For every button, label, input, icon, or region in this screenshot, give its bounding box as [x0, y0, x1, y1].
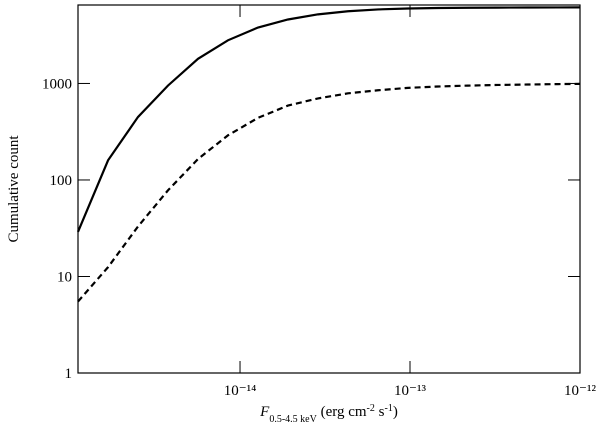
y-tick-label: 10: [57, 269, 72, 285]
x-axis-label: F0.5-4.5 keV (erg cm-2 s-1): [259, 403, 398, 425]
y-tick-label: 1000: [42, 76, 72, 92]
x-axis-label-part: F: [259, 404, 270, 420]
y-axis-label: Cumulative count: [6, 135, 22, 243]
y-tick-label: 1: [65, 366, 73, 382]
x-axis-label-part: -2: [367, 403, 375, 414]
x-tick-label: 10⁻¹⁴: [224, 383, 257, 399]
x-axis-label-part: 0.5-4.5 keV: [269, 414, 317, 425]
x-axis-label-part: -1: [384, 403, 392, 414]
x-axis-label-part: s: [375, 404, 385, 420]
y-tick-label: 100: [50, 173, 73, 189]
data-line: [77, 82, 581, 303]
data-line: [76, 6, 581, 233]
x-tick-label: 10⁻¹³: [394, 383, 426, 399]
x-axis-label-part: ): [393, 404, 398, 420]
x-tick-label: 10⁻¹²: [564, 383, 596, 399]
x-axis-label-part: (erg cm: [317, 404, 367, 420]
plot-frame: [77, 4, 581, 374]
